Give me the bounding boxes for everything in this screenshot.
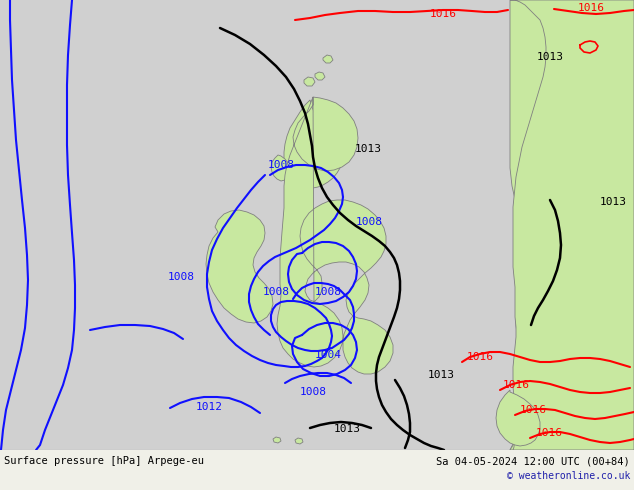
- Text: 1013: 1013: [428, 370, 455, 380]
- Text: 1013: 1013: [355, 144, 382, 154]
- Polygon shape: [323, 55, 333, 63]
- Text: 1016: 1016: [503, 380, 530, 390]
- Text: Sa 04-05-2024 12:00 UTC (00+84): Sa 04-05-2024 12:00 UTC (00+84): [436, 456, 630, 466]
- Polygon shape: [206, 210, 273, 323]
- Text: 1016: 1016: [520, 405, 547, 415]
- Text: 1008: 1008: [356, 217, 383, 227]
- Polygon shape: [510, 0, 634, 18]
- Polygon shape: [295, 438, 303, 444]
- Polygon shape: [510, 0, 634, 450]
- Text: 1016: 1016: [430, 9, 457, 19]
- Polygon shape: [273, 437, 281, 443]
- Text: Surface pressure [hPa] Arpege-eu: Surface pressure [hPa] Arpege-eu: [4, 456, 204, 466]
- Text: 1008: 1008: [263, 287, 290, 297]
- Polygon shape: [496, 390, 540, 446]
- Polygon shape: [271, 155, 290, 181]
- Polygon shape: [510, 0, 634, 450]
- Text: 1012: 1012: [196, 402, 223, 412]
- Text: 1013: 1013: [334, 424, 361, 434]
- Text: 1013: 1013: [600, 197, 627, 207]
- Text: 1016: 1016: [536, 428, 563, 438]
- Polygon shape: [315, 72, 325, 80]
- Polygon shape: [510, 25, 634, 450]
- Text: © weatheronline.co.uk: © weatheronline.co.uk: [507, 471, 630, 481]
- Polygon shape: [560, 0, 634, 200]
- Text: 1016: 1016: [467, 352, 494, 362]
- Text: 1004: 1004: [315, 350, 342, 360]
- Polygon shape: [284, 100, 343, 188]
- Text: 1008: 1008: [268, 160, 295, 170]
- Text: 1008: 1008: [168, 272, 195, 282]
- Polygon shape: [277, 97, 393, 374]
- Bar: [0, 450, 634, 490]
- Text: 1013: 1013: [537, 52, 564, 62]
- Polygon shape: [304, 77, 315, 86]
- Text: 1016: 1016: [578, 3, 605, 13]
- Text: 1008: 1008: [300, 387, 327, 397]
- Text: 1008: 1008: [315, 287, 342, 297]
